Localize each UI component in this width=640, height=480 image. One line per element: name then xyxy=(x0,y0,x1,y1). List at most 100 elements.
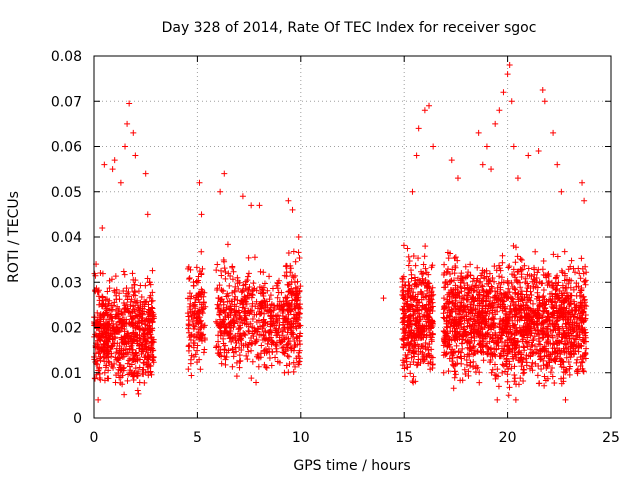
data-point xyxy=(458,299,465,306)
data-point xyxy=(186,334,193,341)
data-point xyxy=(426,319,433,326)
data-point xyxy=(508,365,515,372)
data-point xyxy=(296,311,303,318)
data-point xyxy=(112,379,119,386)
data-point xyxy=(282,263,289,270)
y-tick-label: 0.07 xyxy=(51,94,82,110)
data-point xyxy=(486,359,493,366)
data-point xyxy=(402,282,409,289)
data-point xyxy=(575,323,582,330)
data-point xyxy=(96,370,103,377)
data-point xyxy=(244,344,251,351)
data-point xyxy=(498,274,505,281)
data-point xyxy=(569,322,576,329)
data-point xyxy=(562,285,569,292)
data-point xyxy=(403,355,410,362)
data-point xyxy=(497,290,504,297)
data-point xyxy=(560,327,567,334)
data-point xyxy=(511,285,518,292)
data-point xyxy=(427,323,434,330)
data-point xyxy=(95,333,102,340)
data-point xyxy=(461,313,468,320)
data-point xyxy=(558,357,565,364)
data-point xyxy=(528,342,535,349)
data-point xyxy=(293,300,300,307)
data-point xyxy=(238,289,245,296)
data-point xyxy=(471,350,478,357)
x-tick-label: 25 xyxy=(602,430,620,446)
data-point xyxy=(557,351,564,358)
data-point xyxy=(146,328,153,335)
data-point xyxy=(465,372,472,379)
data-point xyxy=(550,129,557,136)
data-point xyxy=(102,296,109,303)
data-point xyxy=(188,293,195,300)
data-point xyxy=(579,309,586,316)
data-point xyxy=(527,288,534,295)
data-point xyxy=(537,341,544,348)
data-point xyxy=(240,308,247,315)
data-point xyxy=(489,366,496,373)
data-point xyxy=(583,345,590,352)
data-point xyxy=(98,303,105,310)
data-point xyxy=(426,102,433,109)
data-point xyxy=(253,379,260,386)
data-point xyxy=(291,311,298,318)
data-point xyxy=(540,324,547,331)
data-point xyxy=(525,152,532,159)
data-point xyxy=(286,281,293,288)
data-point xyxy=(248,347,255,354)
data-point xyxy=(290,248,297,255)
data-point xyxy=(494,396,501,403)
data-point xyxy=(583,303,590,310)
data-point xyxy=(540,362,547,369)
data-point xyxy=(535,340,542,347)
data-point xyxy=(273,319,280,326)
data-point xyxy=(410,252,417,259)
data-point xyxy=(494,366,501,373)
data-point xyxy=(94,361,101,368)
data-point xyxy=(290,368,297,375)
data-point xyxy=(148,334,155,341)
data-point xyxy=(105,334,112,341)
data-point xyxy=(534,311,541,318)
data-point xyxy=(400,293,407,299)
data-point xyxy=(441,261,448,268)
data-point xyxy=(428,338,435,345)
data-point xyxy=(282,346,289,353)
data-point xyxy=(553,285,560,292)
data-point xyxy=(427,331,434,338)
data-point xyxy=(581,338,588,345)
data-point xyxy=(478,320,485,327)
data-point xyxy=(258,331,265,338)
data-point xyxy=(468,347,475,354)
data-point xyxy=(479,343,486,350)
data-point xyxy=(244,356,251,363)
data-point xyxy=(120,287,127,294)
data-point xyxy=(185,343,192,350)
data-point xyxy=(478,282,485,289)
data-point xyxy=(568,257,575,264)
data-point xyxy=(400,242,407,249)
data-point xyxy=(236,344,243,351)
data-point xyxy=(113,345,120,352)
data-point xyxy=(453,322,460,329)
data-point xyxy=(249,315,256,322)
data-point xyxy=(454,257,461,264)
data-point xyxy=(220,287,227,294)
data-point xyxy=(261,310,268,317)
data-point xyxy=(253,319,260,326)
data-points xyxy=(91,62,590,403)
data-point xyxy=(542,272,549,279)
data-point xyxy=(425,271,432,278)
data-point xyxy=(460,295,467,302)
data-point xyxy=(474,275,481,282)
data-point xyxy=(128,342,135,349)
data-point xyxy=(504,378,511,385)
data-point xyxy=(451,348,458,355)
data-point xyxy=(229,276,236,283)
data-point xyxy=(447,349,454,356)
data-point xyxy=(509,346,516,353)
data-point xyxy=(422,243,429,250)
data-point xyxy=(418,268,425,275)
